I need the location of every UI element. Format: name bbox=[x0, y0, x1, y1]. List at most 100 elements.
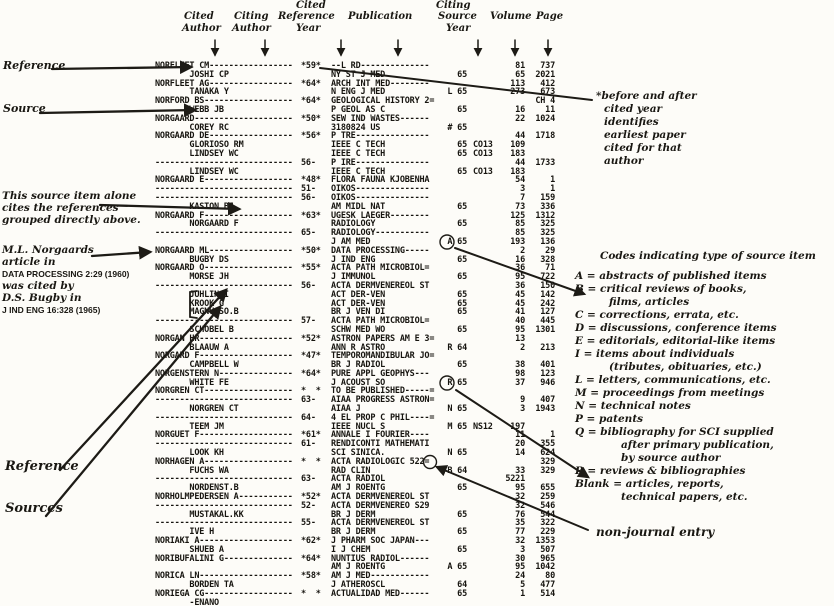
table-row: ---------------------------- 56- OIKOS----… bbox=[155, 194, 559, 203]
code-legend-item: Blank = articles, reports, bbox=[575, 478, 724, 490]
cited-year-cell: *58* bbox=[301, 571, 321, 582]
publication-cell: RADIOLOGY----------- bbox=[331, 228, 430, 239]
note-line: author bbox=[604, 155, 644, 167]
citing-year-cell: 65 bbox=[457, 104, 467, 115]
cited-author-cell: ---------------------------- bbox=[155, 157, 293, 168]
cited-author-cell: ---------------------------- bbox=[155, 500, 293, 511]
citing-year-cell: N 65 bbox=[447, 448, 467, 459]
volume-cell: 44 bbox=[515, 157, 525, 168]
page-cell: 127 bbox=[540, 307, 555, 318]
cited-year-cell: * * bbox=[301, 386, 321, 397]
cited-author-cell: NORGREN CT------------------ bbox=[155, 386, 293, 397]
column-header-label: Author bbox=[182, 23, 221, 34]
volume-cell: 24 bbox=[515, 571, 525, 582]
volume-cell: 76 bbox=[515, 509, 525, 520]
cited-year-cell: *48* bbox=[301, 175, 321, 186]
column-header-label: Volume bbox=[490, 11, 532, 22]
code-legend-item: (tributes, obituaries, etc.) bbox=[609, 361, 762, 373]
code-a-line bbox=[454, 247, 587, 297]
publication-cell: ACTA RADIOL bbox=[331, 474, 386, 485]
circled-abstract-code bbox=[439, 234, 455, 250]
volume-cell: 1 bbox=[520, 588, 525, 599]
page-cell: 1 bbox=[550, 430, 555, 441]
volume-cell: 20 bbox=[515, 439, 525, 450]
citation-index-listing: NORFLEET CM----------------- *59* --L RD--… bbox=[155, 62, 559, 606]
code-legend-item: A = abstracts of published items bbox=[575, 270, 767, 282]
code-legend-item: Q = bibliography for SCI supplied bbox=[575, 426, 774, 438]
volume-cell: 95 bbox=[515, 562, 525, 573]
source-item-arrow bbox=[98, 201, 242, 216]
publication-cell: IEEE C TECH bbox=[331, 140, 386, 151]
publication-cell: BR J DERM bbox=[331, 527, 376, 538]
publication-cell: ARCH INT MED-------- bbox=[331, 78, 430, 89]
table-row: NORGREN CT AIAA J N 65 3 1943 bbox=[155, 405, 559, 414]
circled-non-journal-mark bbox=[422, 454, 438, 470]
volume-cell: 32 bbox=[515, 492, 525, 503]
cited-author-cell: NORGENSTERN N--------------- bbox=[155, 368, 293, 379]
column-header-label: Year bbox=[296, 23, 321, 34]
table-row: COREY RC 3180824 US # 65 bbox=[155, 122, 559, 133]
volume-cell: 22 bbox=[515, 113, 525, 124]
table-row: NORDENST.B AM J ROENTG 65 95 655 bbox=[155, 484, 559, 493]
citing-year-cell: M 65 bbox=[447, 421, 467, 432]
asterisk-strike-line bbox=[319, 67, 593, 101]
cited-year-cell: *52* bbox=[301, 492, 321, 503]
page-cell: 544 bbox=[540, 509, 555, 520]
cited-author-cell: FUCHS WA bbox=[155, 465, 229, 476]
page-cell: 507 bbox=[540, 544, 555, 555]
page-cell: 336 bbox=[540, 201, 555, 212]
code-legend-item: C = corrections, errata, etc. bbox=[575, 309, 739, 321]
citing-year-cell: A 65 bbox=[447, 562, 467, 573]
volume-cell: 183 bbox=[510, 166, 525, 177]
citation-example-note: M.L. Norgaards article in DATA PROCESSIN… bbox=[2, 244, 172, 316]
volume-cell: 40 bbox=[515, 316, 525, 327]
cited-author-cell: NORHOLMPEDERSEN A----------- bbox=[155, 492, 293, 503]
citing-year-cell: 65 bbox=[457, 324, 467, 335]
issue-code-cell: CO13 bbox=[473, 166, 493, 177]
cited-author-cell: ---------------------------- bbox=[155, 474, 293, 485]
table-row: ---------------------------- 52- ACTA DERM… bbox=[155, 502, 559, 511]
issue-code-cell: CO13 bbox=[473, 140, 493, 151]
citing-year-cell: L 65 bbox=[447, 87, 467, 98]
volume-cell: 197 bbox=[510, 421, 525, 432]
volume-cell: 16 bbox=[515, 104, 525, 115]
volume-cell: 273 bbox=[510, 87, 525, 98]
table-row: NORIBUFALINI G-------------- *64* NUNTIUS … bbox=[155, 553, 559, 564]
citing-year-cell: # 65 bbox=[447, 122, 467, 133]
volume-cell: 5 bbox=[520, 580, 525, 591]
volume-cell: 81 bbox=[515, 61, 525, 71]
column-header-label: Reference bbox=[278, 11, 335, 22]
citing-year-cell: 65 bbox=[457, 272, 467, 283]
cited-author-cell: BUGBY DS bbox=[155, 254, 229, 265]
volume-cell: 95 bbox=[515, 483, 525, 494]
cited-year-cell: 56- bbox=[301, 192, 316, 203]
cited-author-cell: -ENANO bbox=[155, 597, 219, 606]
page-cell: 325 bbox=[540, 228, 555, 239]
publication-cell: IEEE NUCL S bbox=[331, 421, 386, 432]
citing-year-cell: R 65 bbox=[447, 377, 467, 388]
cited-author-cell: ---------------------------- bbox=[155, 316, 293, 327]
publication-cell: FLORA FAUNA KJOBENHA bbox=[331, 175, 430, 186]
column-header-label: Citing bbox=[436, 0, 471, 11]
table-row: NORGUET F------------------- *61* ANNALE I… bbox=[155, 431, 559, 440]
table-row: MUSTAKAL.KK BR J DERM 65 76 544 bbox=[155, 509, 559, 520]
cited-author-cell: ---------------------------- bbox=[155, 518, 293, 529]
page-cell: 946 bbox=[540, 377, 555, 388]
volume-cell: 2 bbox=[520, 342, 525, 353]
column-pointer-arrows bbox=[210, 39, 553, 57]
note-line: D.S. Bugby in bbox=[2, 292, 82, 304]
publication-cell: TO BE PUBLISHED-----= bbox=[331, 386, 435, 397]
issue-code-cell: CO13 bbox=[473, 148, 493, 159]
publication-cell: OIKOS--------------- bbox=[331, 192, 430, 203]
publication-cell: RENDICONTI MATHEMATI bbox=[331, 439, 430, 450]
volume-cell: 95 bbox=[515, 324, 525, 335]
volume-cell: 193 bbox=[510, 236, 525, 247]
publication-cell: NUNTIUS RADIOL------ bbox=[331, 553, 430, 564]
cited-year-cell: 65- bbox=[301, 228, 316, 239]
publication-cell: BR J VEN DI bbox=[331, 307, 386, 318]
cited-author-cell: NORHAGEN A------------------ bbox=[155, 456, 293, 467]
volume-cell: 183 bbox=[510, 148, 525, 159]
page-cell: 150 bbox=[540, 280, 555, 291]
codes-legend-title: Codes indicating type of source item bbox=[600, 250, 816, 262]
cited-author-cell: NORGAARD F bbox=[155, 219, 239, 230]
